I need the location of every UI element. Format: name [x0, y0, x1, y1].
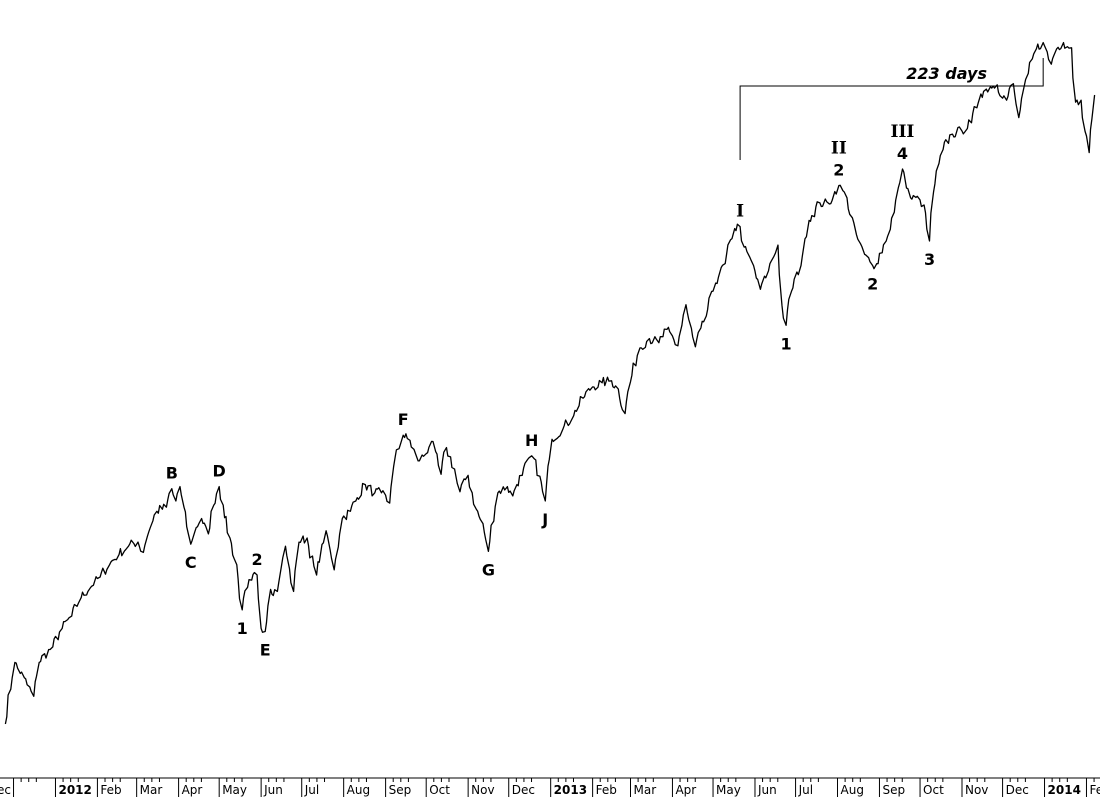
- wave-label: G: [482, 560, 495, 579]
- x-tick-label: Dec: [1006, 783, 1029, 797]
- wave-label: B: [166, 464, 178, 483]
- wave-label: 2: [833, 160, 844, 179]
- x-tick-label: Jul: [304, 783, 319, 797]
- wave-label: 1: [781, 334, 792, 353]
- x-axis: ec 2012 Feb Mar Apr May Jun Jul Aug Sep Oct Nov Dec 2…: [0, 777, 1100, 797]
- price-line: [4, 41, 1096, 725]
- wave-label: J: [541, 510, 548, 529]
- wave-label: 3: [924, 250, 935, 269]
- x-tick-label: Feb: [100, 783, 121, 797]
- x-tick-label: Apr: [675, 783, 696, 797]
- x-tick-label: Sep: [389, 783, 412, 797]
- x-tick-label: 2012: [58, 783, 91, 797]
- x-tick-label: Jun: [757, 783, 777, 797]
- x-tick-label: 2014: [1048, 783, 1081, 797]
- x-tick-label: Nov: [471, 783, 494, 797]
- x-tick-label: Jul: [798, 783, 813, 797]
- x-tick-label: Fe: [1089, 783, 1100, 797]
- wave-label: III: [891, 122, 915, 142]
- x-tick-label: Mar: [634, 783, 657, 797]
- bracket-label: 223 days: [906, 64, 987, 83]
- x-tick-label: Jun: [263, 783, 283, 797]
- wave-label: 4: [897, 144, 908, 163]
- x-tick-label: 2013: [554, 783, 587, 797]
- series-layer: [4, 41, 1096, 725]
- x-tick-label: Apr: [182, 783, 203, 797]
- wave-label: 1: [237, 619, 248, 638]
- wave-annotations: B C D 1 2 E F G H J I 1 II 2 2 III 4 3: [166, 122, 935, 660]
- wave-label: I: [736, 202, 744, 222]
- x-tick-label: May: [716, 783, 741, 797]
- x-tick-label: Feb: [596, 783, 617, 797]
- wave-label: H: [525, 431, 538, 450]
- wave-label: C: [185, 553, 197, 572]
- x-tick-label: Aug: [841, 783, 864, 797]
- duration-bracket: 223 days: [739, 58, 1044, 160]
- x-tick-label: Nov: [965, 783, 988, 797]
- wave-label: 2: [252, 550, 263, 569]
- x-tick-label: May: [222, 783, 247, 797]
- wave-label: 2: [867, 275, 878, 294]
- bracket-line: [739, 58, 1044, 160]
- x-tick-label: Oct: [923, 783, 944, 797]
- x-tick-label: Mar: [140, 783, 163, 797]
- x-tick-label: Dec: [512, 783, 535, 797]
- x-tick-label: Aug: [347, 783, 370, 797]
- wave-label: F: [398, 410, 409, 429]
- wave-label: D: [213, 462, 226, 481]
- x-tick-label: ec: [0, 783, 11, 797]
- wave-label: E: [260, 641, 271, 660]
- x-tick-label: Sep: [882, 783, 905, 797]
- wave-label: II: [831, 138, 847, 158]
- x-tick-label: Oct: [429, 783, 450, 797]
